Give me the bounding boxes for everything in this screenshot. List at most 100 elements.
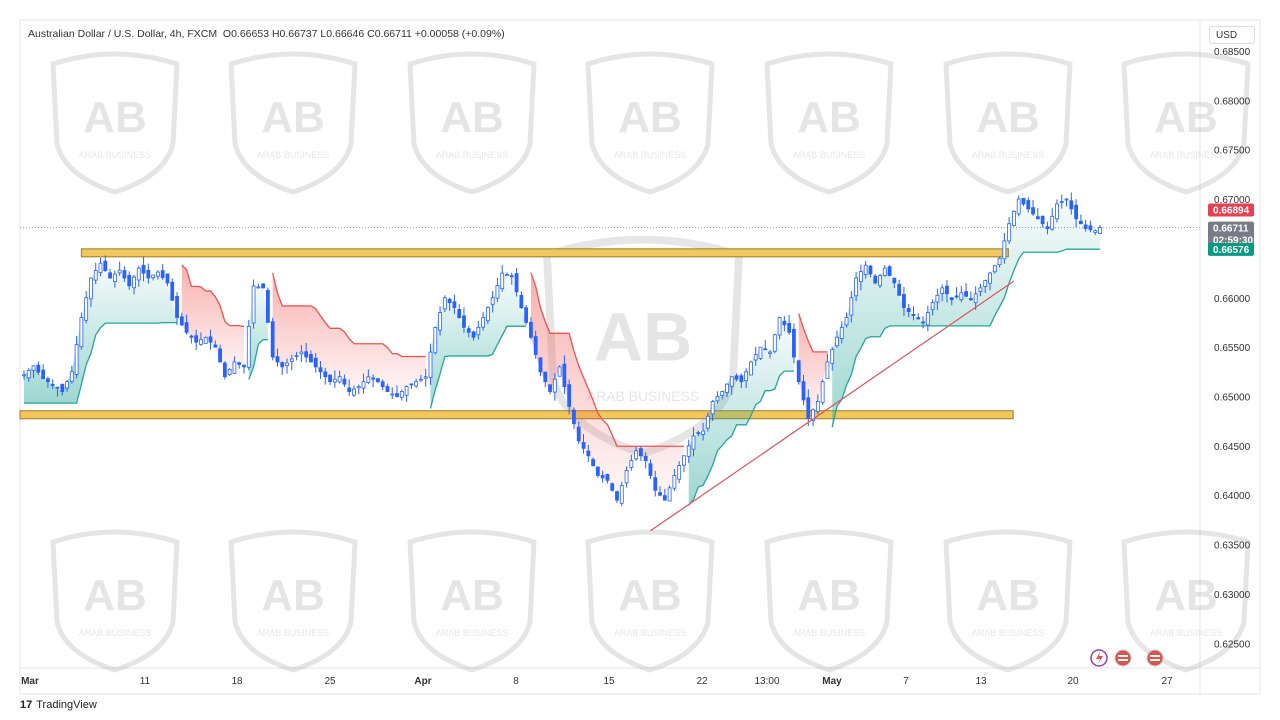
watermark-monogram: AB [976, 571, 1040, 620]
candle-body [495, 285, 500, 299]
shield-outline [407, 529, 537, 673]
watermark-shield: AB ARAB BUSINESS [228, 529, 358, 673]
candle-body [409, 383, 414, 386]
watermark-text: ARAB BUSINESS [79, 628, 152, 638]
candle-body [978, 287, 983, 292]
candle-body [820, 381, 825, 403]
candle-layer [22, 192, 1102, 507]
candle-body [41, 369, 46, 380]
candle-body [744, 371, 749, 382]
watermark-layer: AB ARAB BUSINESS AB ARAB BUSINESS AB ARAB BUS… [50, 51, 1251, 673]
candle-body [227, 368, 232, 375]
candle-body [543, 371, 548, 383]
candle-body [529, 321, 533, 338]
candle-body [294, 355, 299, 357]
candle-body [830, 349, 835, 364]
candle-body [897, 283, 902, 296]
candle-body [366, 376, 371, 383]
candle-body [763, 348, 768, 351]
time-axis[interactable]: Mar 11 18 25 Apr 8 15 22 13:00 May 7 13 20 27 [21, 676, 1173, 687]
event-icons[interactable] [1090, 649, 1164, 667]
candle-body [356, 386, 361, 389]
candle-body [79, 317, 84, 348]
candle-body [696, 432, 701, 434]
candle-body [705, 415, 710, 429]
shield-outline [228, 51, 358, 195]
watermark-text: ARAB BUSINESS [79, 150, 152, 160]
candle-body [390, 393, 395, 396]
candle-body [777, 317, 782, 336]
candle-body [586, 450, 591, 457]
candle-body [332, 378, 337, 383]
candle-body [715, 396, 720, 402]
tradingview-logo[interactable]: 17 TradingView [20, 699, 97, 711]
candle-body [117, 269, 122, 274]
candle-body [399, 391, 404, 398]
candle-body [548, 384, 552, 392]
us-flag-event-icon-stripe [1118, 659, 1128, 661]
supertrend-green-tag-bg [1208, 242, 1254, 256]
candle-body [1045, 226, 1050, 230]
us-flag-event-icon-2-stripe [1150, 659, 1160, 661]
candle-body [428, 351, 433, 379]
candle-body [342, 378, 347, 385]
last-price-tag-bg [1208, 221, 1254, 247]
candle-body [352, 388, 356, 396]
supertrend-fill-layer [24, 199, 1100, 506]
candle-body [457, 309, 462, 318]
zone-resistance [80, 248, 1009, 258]
candle-body [734, 375, 739, 380]
time-tick-label: 11 [140, 676, 151, 687]
candle-body [1040, 215, 1045, 225]
candle-body [1031, 207, 1035, 215]
currency-button[interactable]: USD [1209, 26, 1255, 44]
candle-body [710, 401, 715, 415]
watermark-monogram: AB [1154, 571, 1218, 620]
supertrend-line-down [798, 313, 828, 353]
candle-body [31, 365, 36, 371]
us-flag-event-icon-2-stripe [1150, 655, 1160, 657]
candle-body [701, 430, 705, 435]
price-tick-label: 0.64000 [1214, 491, 1251, 502]
candle-body [921, 321, 925, 324]
candle-body [26, 369, 31, 379]
supertrend-fill-up [688, 317, 794, 506]
ascending-trendline [650, 280, 1015, 532]
candle-body [605, 474, 610, 481]
supertrend-line-down [530, 272, 684, 447]
candle-body [524, 307, 529, 323]
candle-body [46, 378, 50, 383]
candle-body [801, 381, 806, 401]
candle-body [146, 269, 151, 279]
supertrend-fill-up [248, 285, 268, 380]
watermark-text: ARAB BUSINESS [436, 150, 509, 160]
candle-body [725, 383, 729, 393]
candle-body [452, 301, 457, 309]
zone-support [19, 410, 1014, 420]
candle-body [361, 381, 366, 389]
candle-body [988, 272, 992, 284]
candle-body [796, 360, 801, 383]
symbol-title[interactable]: Australian Dollar / U.S. Dollar, 4h, FXC… [28, 28, 218, 40]
candle-body [854, 277, 859, 297]
candle-body [447, 298, 452, 304]
watermark-shield: AB ARAB BUSINESS [50, 51, 180, 195]
candle-body [748, 361, 753, 376]
candle-body [433, 326, 438, 354]
candle-body [285, 362, 289, 366]
lightning-glyph [1096, 652, 1103, 664]
candle-body [533, 336, 538, 355]
candle-body [615, 491, 619, 501]
watermark-monogram: AB [797, 93, 861, 142]
watermark-text: ARAB BUSINESS [257, 150, 330, 160]
watermark-monogram: AB [83, 93, 147, 142]
watermark-shield: AB ARAB BUSINESS [943, 529, 1073, 673]
watermark-monogram: AB [618, 93, 682, 142]
candle-body [423, 376, 428, 379]
price-tick-label: 0.65000 [1214, 392, 1251, 403]
ohlc-readout: O0.66653 H0.66737 L0.66646 C0.66711 +0.0… [222, 28, 505, 40]
shield-outline [585, 529, 715, 673]
candle-body [60, 383, 65, 392]
candle-body [610, 483, 615, 491]
